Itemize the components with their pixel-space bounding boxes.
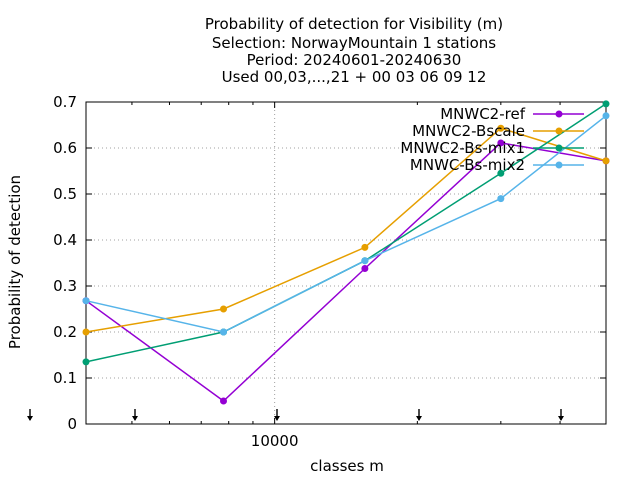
legend-label: MNWC2-Bs-mix1 (400, 139, 525, 157)
y-tick-label: 0.6 (53, 139, 77, 157)
y-tick-label: 0.2 (53, 323, 77, 341)
below-axis-marker-arrow (558, 416, 564, 421)
legend-label: MNWC2-Bscale (412, 122, 525, 140)
title-line-4: Used 00,03,...,21 + 00 03 06 09 12 (222, 68, 487, 86)
legend-swatch-point (555, 127, 563, 135)
legend-swatch-point (555, 144, 563, 152)
legend-label: MNWC-Bs-mix2 (410, 156, 525, 174)
data-point (497, 139, 505, 147)
data-point (82, 358, 90, 366)
y-tick-label: 0.3 (53, 277, 77, 295)
data-point (219, 328, 227, 336)
title-line-3: Period: 20240601-20240630 (247, 51, 462, 69)
series-mnwc2-ref (82, 139, 610, 405)
data-point (602, 100, 610, 108)
data-point (602, 157, 610, 165)
x-axis-label: classes m (310, 457, 384, 475)
y-tick-label: 0 (67, 415, 77, 433)
below-axis-marker-arrow (416, 416, 422, 421)
plot-border (85, 101, 607, 425)
below-axis-marker-arrow (274, 416, 280, 421)
title-line-1: Probability of detection for Visibility … (205, 15, 503, 33)
series-line (85, 142, 607, 402)
y-tick-label: 0.5 (53, 185, 77, 203)
legend: MNWC2-refMNWC2-BscaleMNWC2-Bs-mix1MNWC-B… (400, 105, 584, 174)
title-line-2: Selection: NorwayMountain 1 stations (212, 34, 496, 52)
data-point (497, 195, 505, 203)
y-axis-label: Probability of detection (6, 175, 24, 349)
x-tick-label: 10000 (251, 432, 299, 450)
data-point (497, 169, 505, 177)
y-tick-label: 0.1 (53, 369, 77, 387)
chart-title: Probability of detection for Visibility … (205, 15, 503, 86)
data-point (82, 328, 90, 336)
data-point (361, 265, 369, 273)
y-tick-label: 0.4 (53, 231, 77, 249)
data-point (361, 257, 369, 265)
data-point (82, 297, 90, 305)
below-axis-marker-arrow (27, 416, 33, 421)
grid (86, 102, 606, 424)
data-point (602, 112, 610, 120)
series-line (85, 127, 607, 333)
series-mnwc-bs-mix2 (82, 112, 610, 336)
series-line (85, 103, 607, 363)
y-tick-label: 0.7 (53, 93, 77, 111)
axes: 0 0.1 0.2 0.3 0.4 0.5 0.6 0.7 10000 (27, 93, 607, 450)
legend-swatch-point (555, 110, 563, 118)
data-point (219, 305, 227, 313)
data-point (497, 124, 505, 132)
data-point (361, 243, 369, 251)
legend-label: MNWC2-ref (440, 105, 525, 123)
series-mnwc2-bs-mix1 (82, 100, 610, 366)
below-axis-marker-arrow (132, 416, 138, 421)
data-point (219, 397, 227, 405)
series-mnwc2-bscale (82, 124, 610, 336)
series-layer (82, 100, 610, 405)
legend-swatch-point (555, 161, 563, 169)
